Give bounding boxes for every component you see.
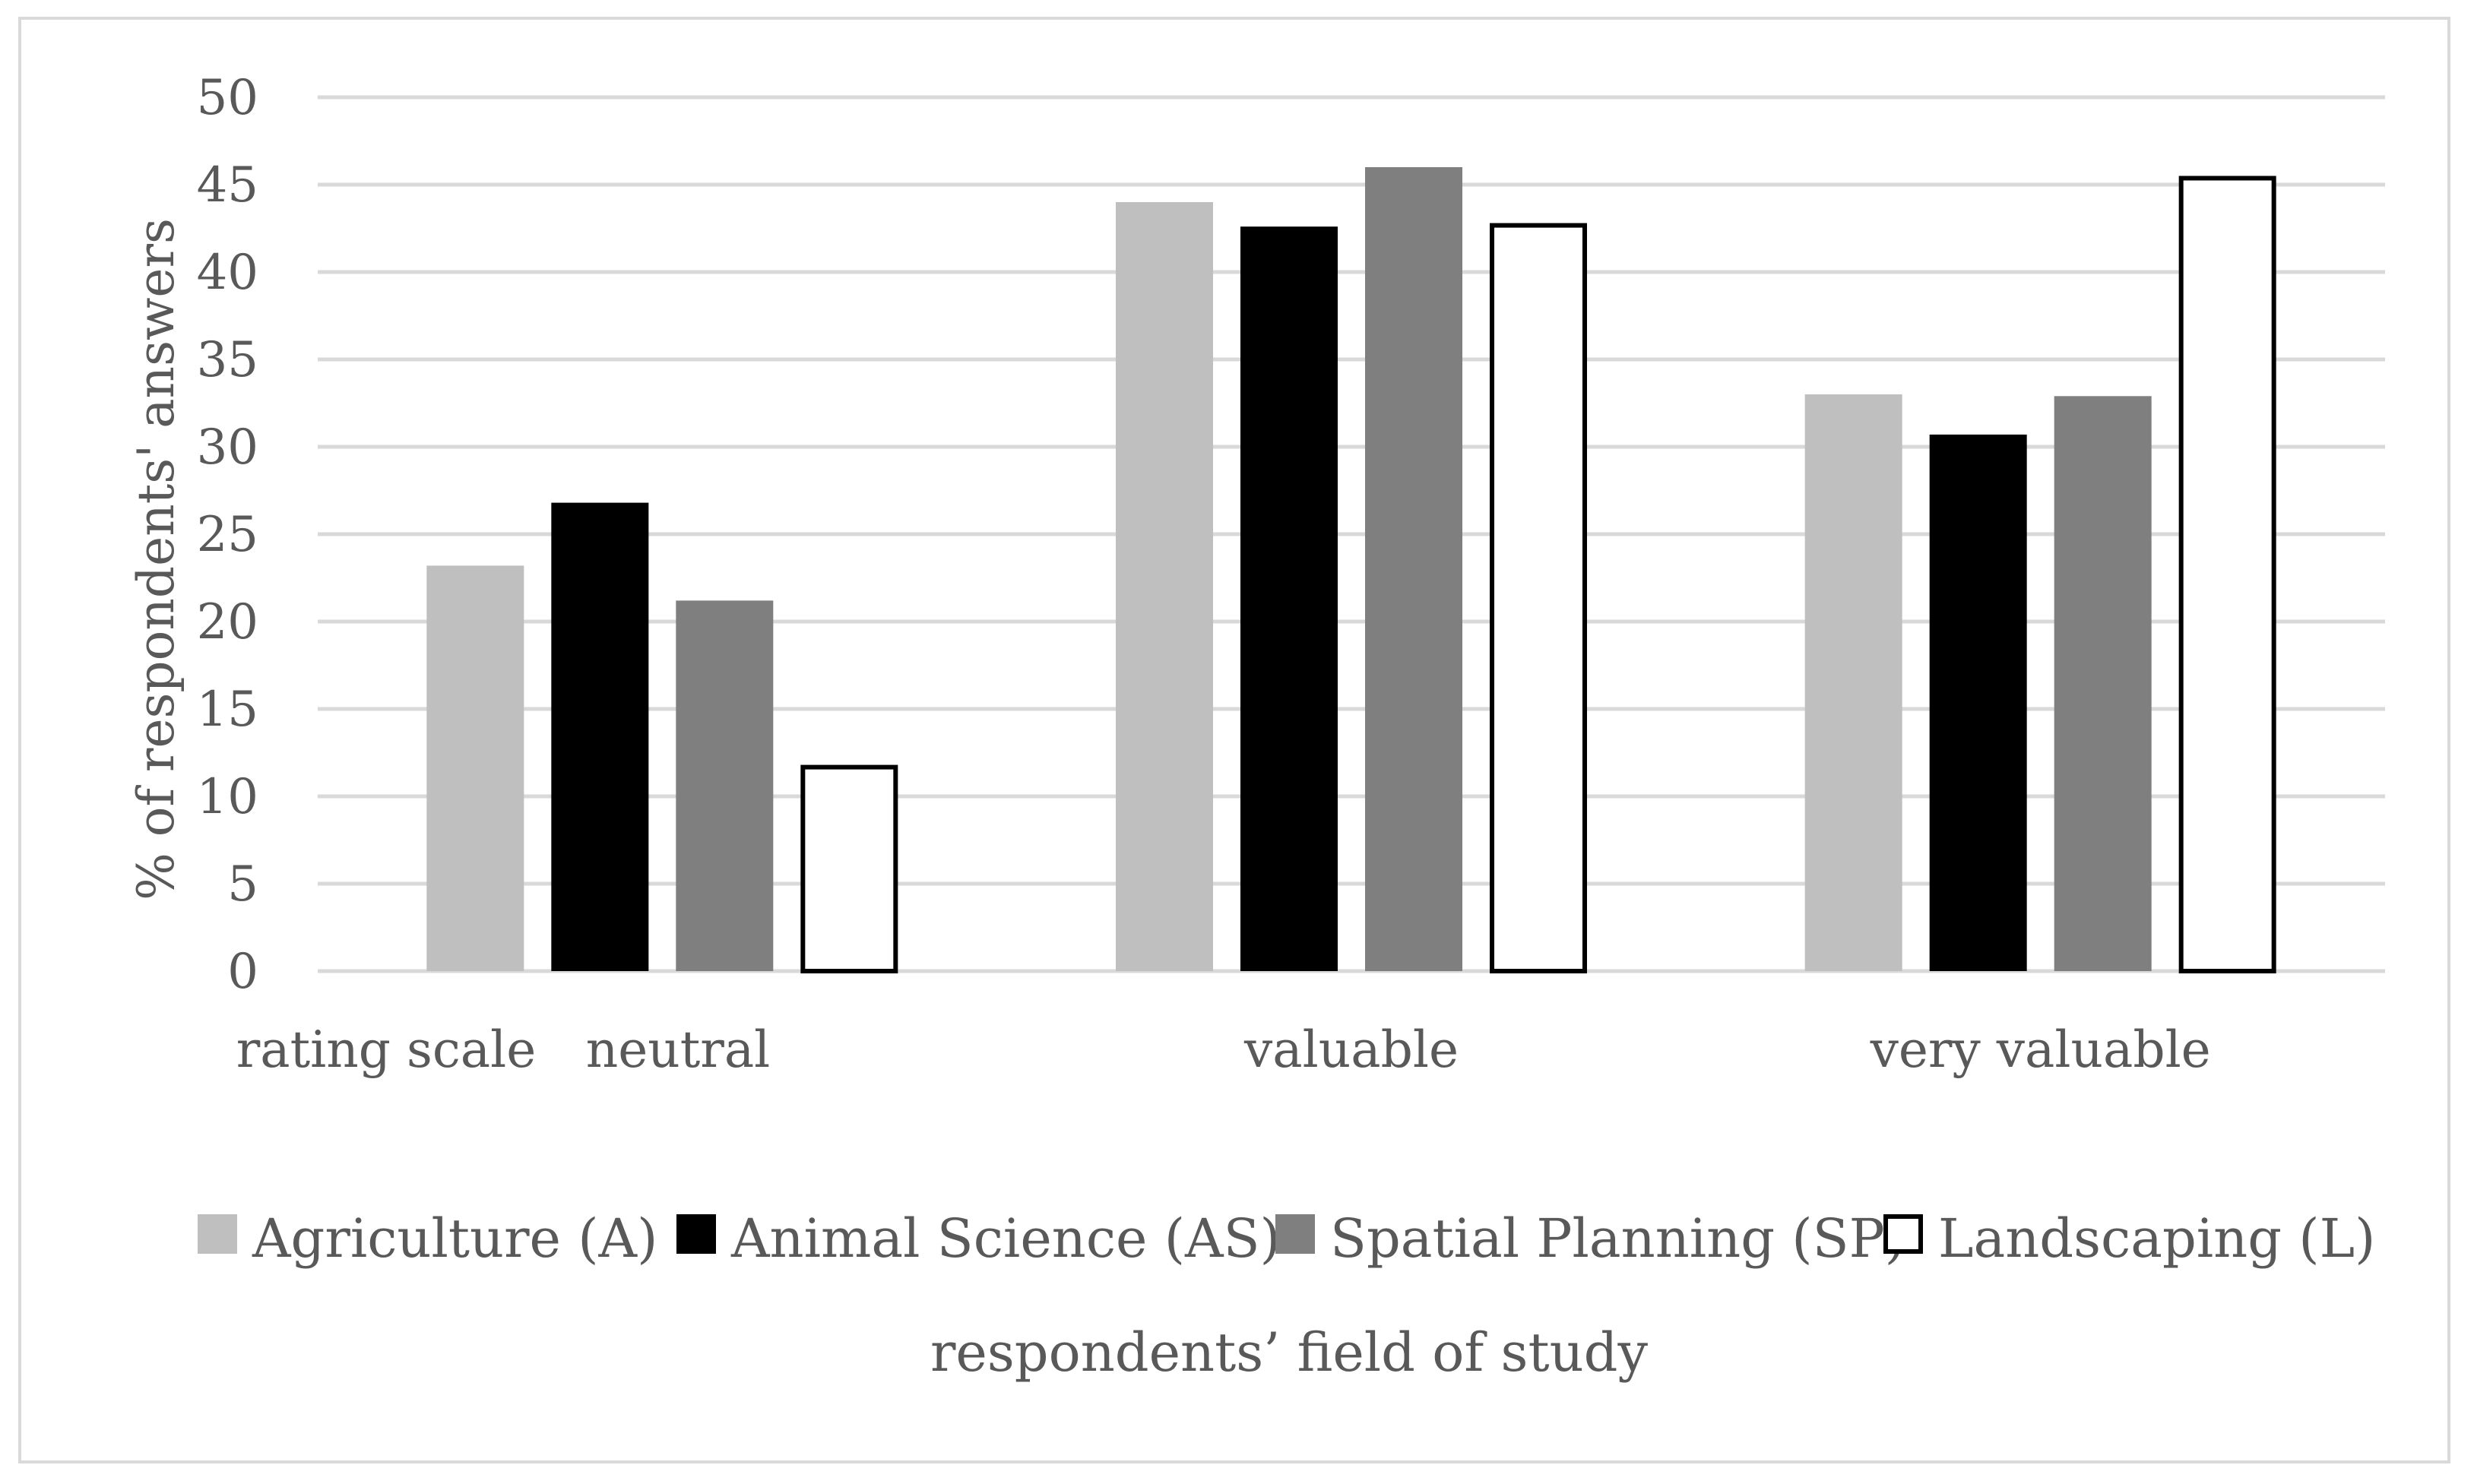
legend-label: Animal Science (AS): [730, 1207, 1281, 1270]
category-label-neutral: neutral: [586, 1020, 771, 1079]
gridlines: [318, 95, 2385, 973]
y-tick-label: 45: [197, 157, 258, 214]
legend-swatch: [1883, 1214, 1923, 1254]
bar-animal-science-as-very-valuable: [1929, 434, 2027, 971]
category-labels: neutral valuable very valuable: [586, 1020, 2211, 1079]
y-tick-label: 15: [197, 682, 258, 738]
bar-landscaping-l-valuable: [1490, 223, 1587, 974]
legend: Agriculture (A) Animal Science (AS) Spatia…: [198, 1207, 2375, 1270]
y-tick-label: 5: [227, 856, 258, 913]
rating-scale-label: rating scale: [236, 1020, 537, 1079]
y-tick-label: 40: [197, 245, 258, 301]
y-axis-title: % of respondents' answers: [127, 218, 185, 900]
legend-swatch: [198, 1214, 237, 1254]
chart-frame: 0 5 10 15 20 25 30 35 40 45 50 neutral valuable very…: [18, 17, 2450, 1463]
legend-label: Spatial Planning (SP): [1330, 1207, 1905, 1270]
bar-spatial-planning-sp-very-valuable: [2054, 396, 2152, 971]
legend-swatch: [676, 1214, 716, 1254]
legend-label: Landscaping (L): [1938, 1207, 2375, 1270]
bar-agriculture-a-valuable: [1116, 202, 1213, 971]
y-tick-label: 25: [197, 507, 258, 563]
y-tick-label: 10: [197, 769, 258, 825]
y-tick-label: 0: [227, 944, 258, 1000]
bar-animal-science-as-valuable: [1240, 226, 1338, 971]
bar-landscaping-l-very-valuable: [2178, 176, 2276, 973]
bar-chart: 0 5 10 15 20 25 30 35 40 45 50 neutral valuable very…: [127, 70, 2385, 1384]
legend-swatch: [1275, 1214, 1315, 1254]
legend-label: Agriculture (A): [252, 1207, 657, 1270]
y-tick-label: 35: [197, 332, 258, 388]
bar-animal-science-as-neutral: [551, 502, 649, 971]
y-tick-label: 50: [197, 70, 258, 126]
bar-spatial-planning-sp-valuable: [1365, 167, 1462, 971]
y-tick-label: 20: [197, 594, 258, 650]
category-label-valuable: valuable: [1243, 1020, 1459, 1079]
bars: [426, 167, 2276, 974]
bar-landscaping-l-neutral: [800, 764, 898, 973]
bar-agriculture-a-very-valuable: [1804, 394, 1902, 971]
bar-agriculture-a-neutral: [426, 565, 524, 971]
category-label-very-valuable: very valuable: [1870, 1020, 2211, 1079]
y-tick-labels: 0 5 10 15 20 25 30 35 40 45 50: [197, 70, 258, 1000]
bar-spatial-planning-sp-neutral: [676, 600, 774, 971]
y-tick-label: 30: [197, 419, 258, 476]
x-axis-title: respondents’ field of study: [930, 1321, 1649, 1384]
